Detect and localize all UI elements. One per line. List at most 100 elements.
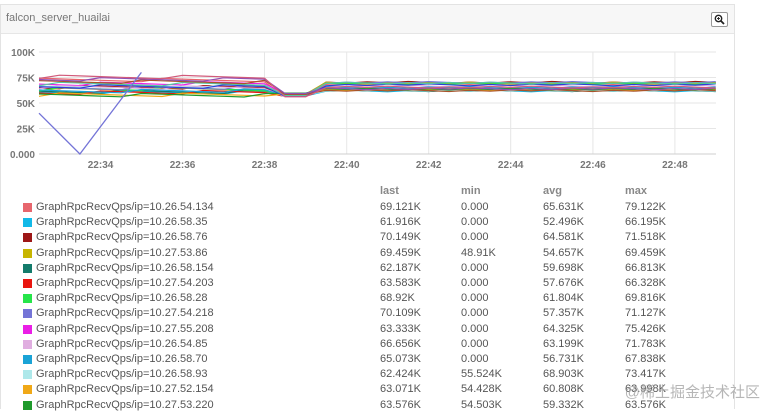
legend-avg-value: 59.698K <box>543 261 584 274</box>
legend-max-value: 79.122K <box>625 201 666 213</box>
series-line <box>38 74 716 98</box>
legend-row[interactable]: GraphRpcRecvQps/ip=10.26.58.76 70.149K 0.0… <box>22 230 722 245</box>
x-tick-label: 22:48 <box>662 160 688 171</box>
x-tick-label: 22:34 <box>88 160 114 171</box>
legend-row[interactable]: GraphRpcRecvQps/ip=10.26.58.93 62.424K 55.… <box>22 367 722 382</box>
legend-last-value: 63.576K <box>380 398 421 411</box>
legend-last-value: 61.916K <box>380 216 421 229</box>
panel-title: falcon_server_huailai <box>6 12 110 24</box>
legend-max-value: 71.783K <box>625 337 666 350</box>
chart-grid <box>39 51 716 155</box>
series-line <box>38 81 716 97</box>
legend-last-value: 69.459K <box>380 246 421 259</box>
series-line <box>38 79 716 96</box>
x-tick-label: 22:46 <box>580 160 606 171</box>
legend-series-name: GraphRpcRecvQps/ip=10.27.54.203 <box>36 277 214 289</box>
watermark: @稀土掘金技术社区 <box>624 384 760 401</box>
legend-avg-value: 64.581K <box>543 231 584 244</box>
legend-series-name: GraphRpcRecvQps/ip=10.27.55.208 <box>36 322 214 335</box>
legend-min-value: 55.524K <box>461 368 502 381</box>
panel-header: falcon_server_huailai <box>1 5 734 34</box>
y-tick-label: 0.000 <box>10 150 35 161</box>
legend-last-value: 63.071K <box>380 383 421 396</box>
zoom-button[interactable] <box>711 12 728 27</box>
legend-min-value: 0.000 <box>461 337 489 350</box>
legend-row[interactable]: GraphRpcRecvQps/ip=10.26.58.35 61.916K 0.0… <box>22 215 722 230</box>
legend-series-name: GraphRpcRecvQps/ip=10.27.53.220 <box>36 398 214 411</box>
legend-max-value: 66.813K <box>625 261 666 274</box>
legend-avg-value: 54.657K <box>543 246 584 259</box>
series-line <box>38 84 716 98</box>
legend-row[interactable]: GraphRpcRecvQps/ip=10.27.52.154 63.071K 54… <box>22 382 722 397</box>
legend-last-value: 70.149K <box>380 231 421 244</box>
legend-series-name: GraphRpcRecvQps/ip=10.26.54.85 <box>36 337 208 350</box>
legend-series-name: GraphRpcRecvQps/ip=10.26.58.70 <box>36 353 208 365</box>
legend-swatch <box>23 294 32 304</box>
legend-row[interactable]: GraphRpcRecvQps/ip=10.27.53.86 69.459K 48.… <box>22 246 722 261</box>
legend-avg-value: 65.631K <box>543 201 584 213</box>
legend-avg-value: 57.357K <box>543 307 584 320</box>
legend-max-value: 69.816K <box>625 292 666 305</box>
legend-min-value: 0.000 <box>461 261 489 274</box>
legend-last-value: 63.583K <box>380 277 421 289</box>
legend-min-value: 0.000 <box>461 201 489 213</box>
legend-row[interactable]: GraphRpcRecvQps/ip=10.26.58.70 65.073K 0.0… <box>22 352 722 367</box>
legend-max-value: 63.998K <box>625 383 666 396</box>
legend-avg-value: 60.808K <box>543 383 584 396</box>
legend-series-name: GraphRpcRecvQps/ip=10.27.53.86 <box>36 246 208 259</box>
legend-last-value: 68.92K <box>380 292 415 305</box>
legend-series-name: GraphRpcRecvQps/ip=10.26.54.134 <box>36 201 214 213</box>
x-tick-label: 22:40 <box>334 160 360 171</box>
legend-max-value: 69.459K <box>625 246 666 259</box>
line-chart: 100K 75K 50K 25K 0.000 22:34 22:36 22:38 22:40 22… <box>10 48 716 171</box>
series-line-drop <box>38 72 142 155</box>
legend-min-value: 54.428K <box>461 383 502 396</box>
legend-row[interactable]: GraphRpcRecvQps/ip=10.26.54.85 66.656K 0.0… <box>22 337 722 352</box>
legend-min-value: 48.91K <box>461 246 496 259</box>
legend-series-name: GraphRpcRecvQps/ip=10.26.58.93 <box>36 368 208 381</box>
legend-swatch <box>23 355 32 364</box>
chart-lines <box>38 72 716 155</box>
y-tick-label: 25K <box>17 125 36 136</box>
legend-swatch <box>23 339 32 349</box>
legend-row[interactable]: GraphRpcRecvQps/ip=10.26.58.154 62.187K 0.… <box>22 261 722 276</box>
legend-swatch <box>23 233 32 243</box>
legend-max-value: 66.328K <box>625 277 666 289</box>
legend-row[interactable]: GraphRpcRecvQps/ip=10.27.55.208 63.333K 0.… <box>22 322 722 337</box>
legend-min-value: 0.000 <box>461 231 489 244</box>
legend-max-value: 75.426K <box>625 322 666 335</box>
legend-row[interactable]: GraphRpcRecvQps/ip=10.26.58.28 68.92K 0.00… <box>22 291 722 306</box>
legend-max-value: 71.518K <box>625 231 666 244</box>
legend-swatch <box>23 309 32 319</box>
legend-series-name: GraphRpcRecvQps/ip=10.26.58.154 <box>36 261 214 274</box>
legend-last-value: 62.424K <box>380 368 421 381</box>
chart-ticks: 100K 75K 50K 25K 0.000 22:34 22:36 22:38 22:40 22… <box>10 48 688 171</box>
legend-avg-value: 61.804K <box>543 292 584 305</box>
y-tick-label: 100K <box>11 48 36 59</box>
legend-min-value: 0.000 <box>461 322 489 335</box>
x-tick-label: 22:44 <box>498 160 524 171</box>
legend-row[interactable]: GraphRpcRecvQps/ip=10.27.54.203 63.583K 0.… <box>22 276 722 291</box>
legend-last-value: 70.109K <box>380 307 421 320</box>
legend-swatch <box>23 218 32 228</box>
legend-series-name: GraphRpcRecvQps/ip=10.27.52.154 <box>36 383 214 396</box>
legend-swatch <box>23 370 32 380</box>
series-line <box>38 76 716 95</box>
legend-max-value: 66.195K <box>625 216 666 229</box>
legend-row[interactable]: GraphRpcRecvQps/ip=10.27.53.220 63.576K 54… <box>22 398 722 413</box>
legend-header-avg: avg <box>543 185 562 197</box>
legend-min-value: 54.503K <box>461 398 502 411</box>
legend-last-value: 66.656K <box>380 337 421 350</box>
legend-max-value: 73.417K <box>625 368 666 381</box>
graph-panel: falcon_server_huailai <box>0 4 735 409</box>
legend-last-value: 65.073K <box>380 353 421 365</box>
legend-min-value: 0.000 <box>461 277 489 289</box>
legend-swatch <box>23 279 32 288</box>
legend-last-value: 62.187K <box>380 261 421 274</box>
legend-row[interactable]: GraphRpcRecvQps/ip=10.27.54.218 70.109K 0.… <box>22 306 722 321</box>
legend-header-min: min <box>461 185 481 197</box>
legend-avg-value: 57.676K <box>543 277 584 289</box>
legend-row[interactable]: GraphRpcRecvQps/ip=10.26.54.134 69.121K 0.… <box>22 200 722 215</box>
legend-swatch <box>23 324 32 334</box>
legend-min-value: 0.000 <box>461 216 489 229</box>
